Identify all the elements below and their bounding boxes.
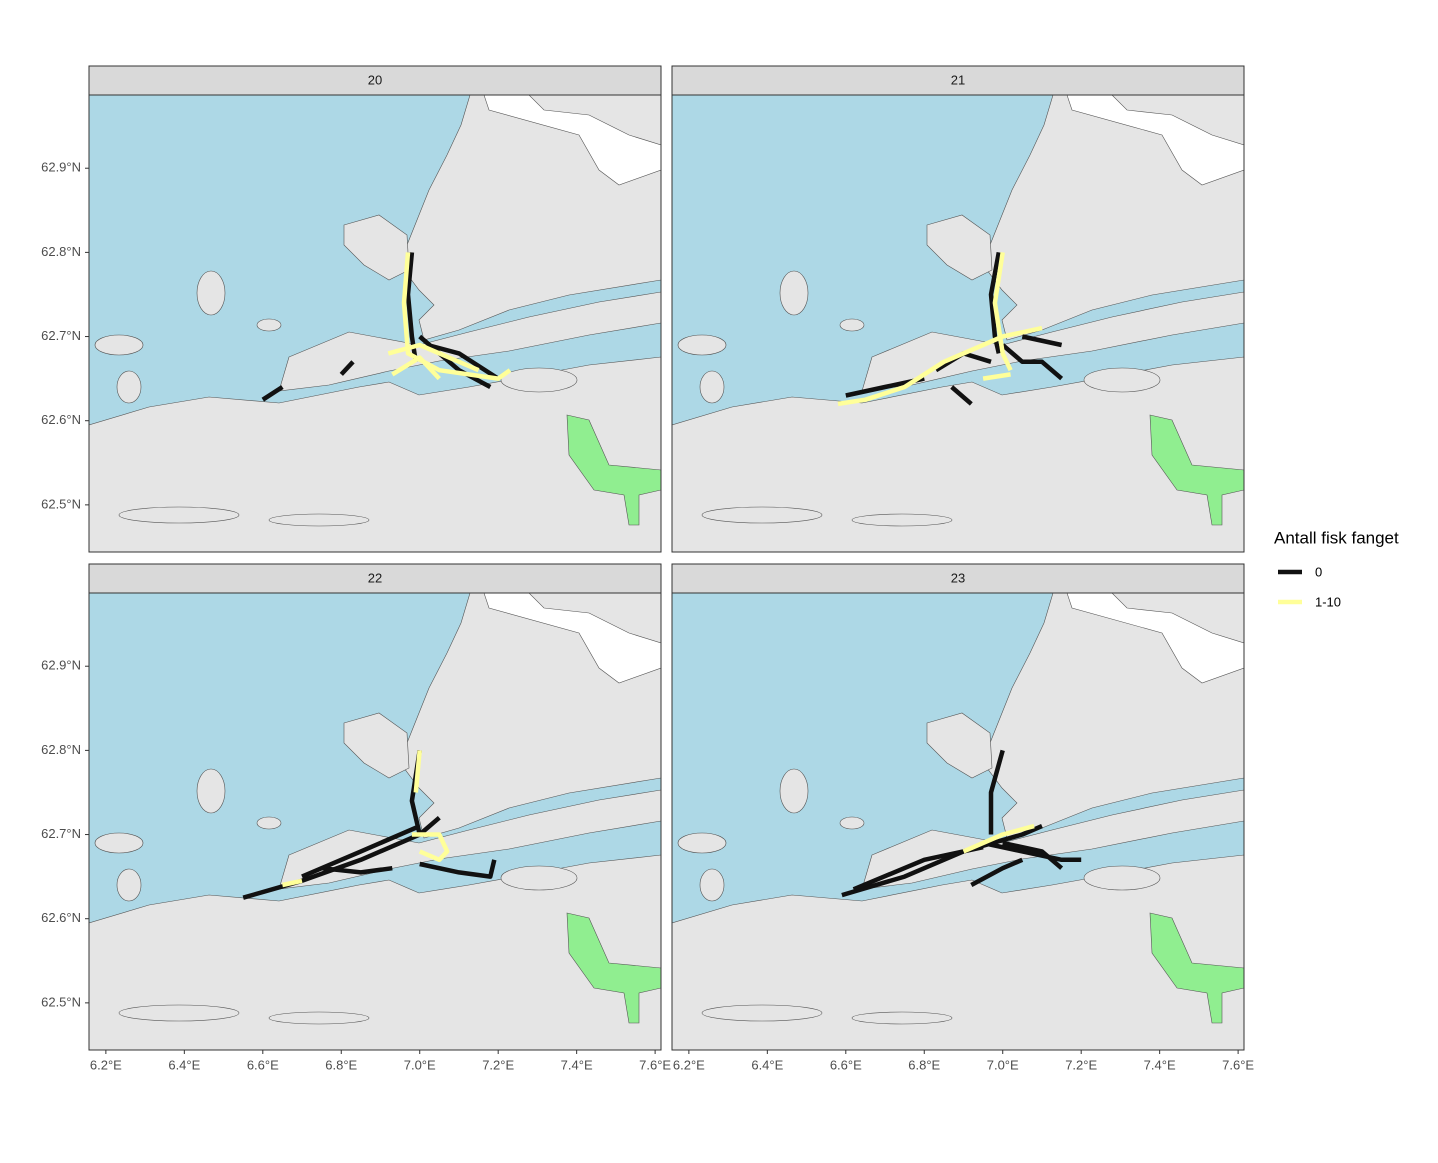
track-line [992, 252, 1013, 372]
panel-border [88, 94, 662, 553]
track-line [321, 865, 393, 875]
y-tick-label: 62.5°N [41, 994, 81, 1009]
track-line [837, 325, 1043, 407]
y-tick-label: 62.7°N [41, 328, 81, 343]
strip [671, 563, 1245, 594]
x-tick-label: 7.0°E [404, 1057, 436, 1072]
x-tick-label: 6.2°E [673, 1057, 705, 1072]
track-line [852, 844, 984, 892]
y-tick-label: 62.7°N [41, 826, 81, 841]
track-line [301, 824, 421, 879]
x-tick-label: 7.6°E [1222, 1057, 1254, 1072]
x-tick-label: 7.2°E [1065, 1057, 1097, 1072]
legend-label: 1-10 [1315, 594, 1341, 609]
y-tick-label: 62.5°N [41, 496, 81, 511]
panel-border [671, 94, 1245, 553]
panel [88, 592, 662, 1051]
track-line [405, 252, 419, 363]
y-tick-label: 62.8°N [41, 742, 81, 757]
panel-border [88, 592, 662, 1051]
track-line [391, 355, 441, 381]
track-line [339, 360, 355, 376]
land-map [89, 95, 661, 552]
land-map [672, 95, 1244, 552]
legend-title: Antall fisk fanget [1274, 528, 1399, 547]
track-line [261, 385, 284, 402]
track-line [1001, 343, 1064, 381]
y-tick-label: 62.8°N [41, 244, 81, 259]
track-line [982, 840, 1082, 863]
x-tick-label: 6.4°E [168, 1057, 200, 1072]
facet-label: 20 [368, 72, 382, 87]
x-tick-label: 7.6°E [639, 1057, 671, 1072]
track-line [242, 815, 441, 900]
track-line [1021, 334, 1063, 348]
x-tick-label: 7.0°E [987, 1057, 1019, 1072]
track-line [950, 385, 973, 406]
track-line [970, 857, 1024, 887]
tracks [837, 251, 1064, 407]
strip [88, 65, 662, 96]
track-line [988, 251, 1002, 354]
strip [671, 65, 1245, 96]
panel [671, 592, 1245, 1051]
track-line [962, 823, 1035, 854]
x-tick-label: 6.6°E [247, 1057, 279, 1072]
track-line [982, 372, 1011, 381]
track-line [427, 342, 500, 381]
x-tick-label: 7.4°E [561, 1057, 593, 1072]
tracks [261, 252, 512, 402]
land-map [672, 593, 1244, 1050]
track-line [988, 749, 1005, 835]
track-line [1002, 840, 1064, 870]
panel [671, 94, 1245, 553]
strip [88, 563, 662, 594]
land-map [89, 593, 661, 1050]
facet-label: 21 [951, 72, 965, 87]
panel [88, 94, 662, 553]
facet-label: 22 [368, 570, 382, 585]
track-line [387, 342, 480, 373]
x-tick-label: 6.8°E [325, 1057, 357, 1072]
y-tick-label: 62.9°N [41, 658, 81, 673]
x-tick-label: 6.2°E [90, 1057, 122, 1072]
panel-border [671, 592, 1245, 1051]
tracks [242, 750, 497, 900]
y-tick-label: 62.6°N [41, 412, 81, 427]
legend-label: 0 [1315, 564, 1322, 579]
x-tick-label: 6.8°E [908, 1057, 940, 1072]
x-tick-label: 7.2°E [482, 1057, 514, 1072]
y-tick-label: 62.6°N [41, 910, 81, 925]
x-tick-label: 7.4°E [1144, 1057, 1176, 1072]
track-line [419, 859, 497, 879]
legend: Antall fisk fanget 0 1-10 [1274, 528, 1399, 609]
track-line [413, 750, 422, 793]
track-line [411, 832, 450, 863]
track-line [281, 878, 303, 888]
x-tick-label: 6.4°E [751, 1057, 783, 1072]
x-tick-label: 6.6°E [830, 1057, 862, 1072]
tracks [841, 749, 1082, 898]
y-tick-label: 62.9°N [41, 160, 81, 175]
facet-label: 23 [951, 570, 965, 585]
